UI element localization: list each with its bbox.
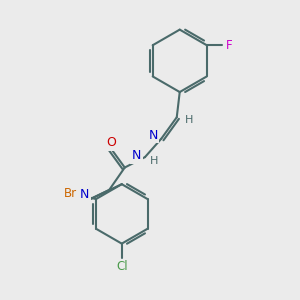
Text: H: H (185, 115, 194, 125)
Text: H: H (150, 156, 159, 166)
Text: F: F (226, 39, 232, 52)
Text: H: H (69, 190, 78, 200)
Text: N: N (148, 129, 158, 142)
Text: N: N (80, 188, 89, 201)
Text: N: N (132, 149, 141, 162)
Text: O: O (106, 136, 116, 149)
Text: Cl: Cl (116, 260, 128, 273)
Text: Br: Br (64, 188, 77, 200)
